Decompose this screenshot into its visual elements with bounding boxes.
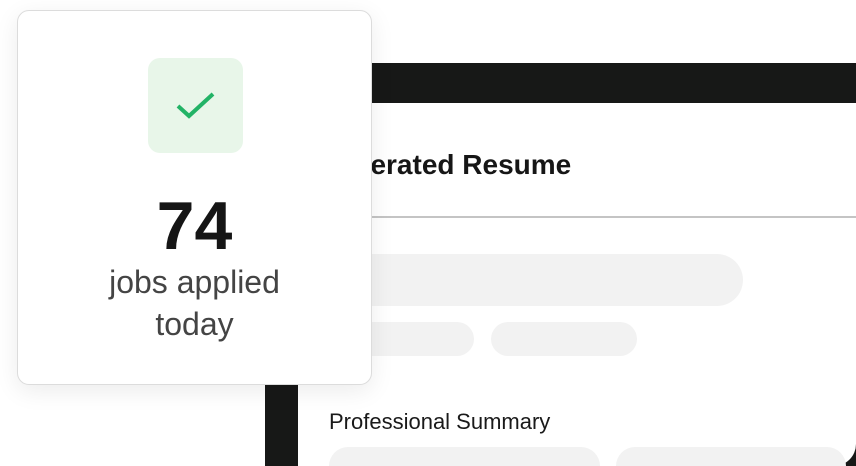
jobs-count: 74 (156, 188, 233, 264)
jobs-label-line2: today (155, 306, 234, 342)
skeleton-line (329, 447, 600, 466)
skeleton-line (298, 254, 743, 306)
section-heading: Professional Summary (329, 409, 551, 434)
check-icon (176, 92, 215, 119)
jobs-applied-card: 74 jobs applied today (17, 10, 372, 385)
skeleton-line (616, 447, 846, 466)
divider (298, 216, 856, 218)
jobs-label-line1: jobs applied (109, 264, 280, 300)
jobs-label: jobs applied today (18, 261, 371, 345)
skeleton-pill (491, 322, 637, 356)
success-badge (148, 58, 243, 153)
resume-panel: Generated Resume Professional Summary (298, 103, 856, 466)
